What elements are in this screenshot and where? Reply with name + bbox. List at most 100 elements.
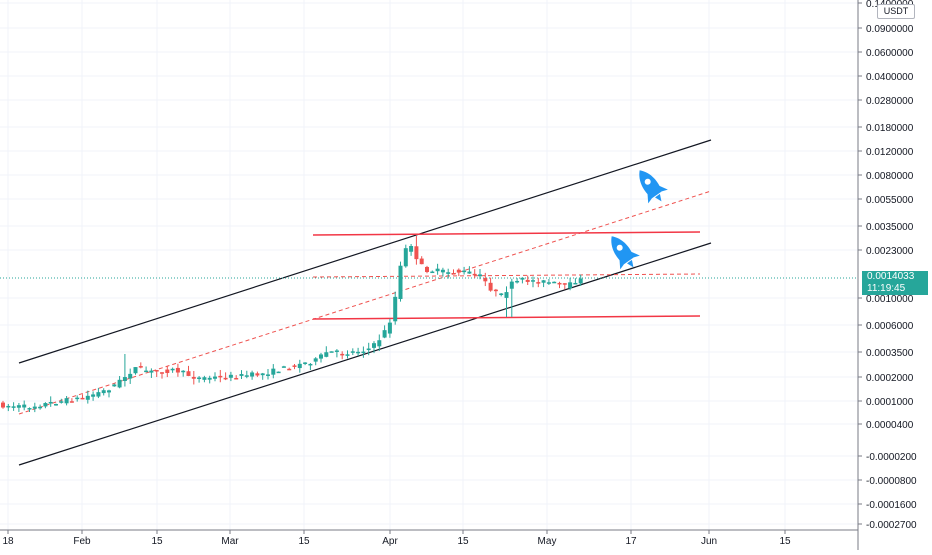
axes[interactable]: 0.14000000.09000000.06000000.04000000.02… — [0, 0, 917, 550]
candle-up[interactable] — [149, 368, 154, 378]
candle-down[interactable] — [80, 394, 85, 400]
candle-up[interactable] — [27, 407, 32, 413]
candle-up[interactable] — [112, 383, 117, 387]
candle-up[interactable] — [541, 279, 546, 288]
candle-up[interactable] — [573, 278, 578, 285]
candle-up[interactable] — [520, 277, 525, 284]
candle-up[interactable] — [440, 267, 445, 277]
candle-up[interactable] — [239, 370, 244, 380]
candle-up[interactable] — [308, 363, 313, 370]
candle-up[interactable] — [16, 402, 21, 412]
candle-up[interactable] — [197, 376, 202, 383]
candle-up[interactable] — [552, 281, 557, 284]
candle-down[interactable] — [536, 277, 541, 288]
candle-up[interactable] — [43, 402, 48, 409]
candle-up[interactable] — [319, 352, 323, 363]
candle-down[interactable] — [138, 362, 143, 369]
candle-up[interactable] — [504, 286, 509, 317]
candle-up[interactable] — [96, 387, 101, 399]
candle-down[interactable] — [419, 256, 424, 265]
candle-up[interactable] — [393, 291, 398, 325]
candle-up[interactable] — [228, 371, 233, 382]
candle-up[interactable] — [313, 357, 318, 366]
candle-up[interactable] — [202, 375, 207, 383]
candle-up[interactable] — [181, 370, 186, 377]
currency-badge[interactable]: USDT — [877, 4, 915, 19]
candle-up[interactable] — [38, 404, 43, 410]
candle-down[interactable] — [223, 372, 228, 381]
candle-up[interactable] — [75, 395, 80, 402]
candle-up[interactable] — [546, 279, 551, 285]
candle-up[interactable] — [435, 263, 440, 275]
candle-up[interactable] — [213, 372, 217, 382]
candle-up[interactable] — [324, 346, 329, 358]
candle-up[interactable] — [6, 403, 11, 412]
candle-down[interactable] — [255, 371, 260, 377]
candle-up[interactable] — [91, 391, 96, 401]
candle-down[interactable] — [287, 367, 292, 371]
candle-down[interactable] — [425, 265, 429, 274]
candle-up[interactable] — [334, 349, 339, 358]
candle-up[interactable] — [260, 372, 265, 380]
candle-down[interactable] — [525, 275, 530, 286]
candle-up[interactable] — [244, 370, 249, 379]
candle-up[interactable] — [276, 371, 281, 374]
candle-up[interactable] — [59, 398, 64, 404]
candle-up[interactable] — [117, 376, 122, 389]
candle-up[interactable] — [266, 368, 270, 380]
candle-down[interactable] — [488, 277, 493, 292]
candle-up[interactable] — [250, 370, 255, 380]
candle-up[interactable] — [361, 346, 366, 358]
candle-up[interactable] — [85, 390, 90, 404]
candle-up[interactable] — [133, 367, 138, 375]
candle-down[interactable] — [562, 283, 567, 290]
candle-down[interactable] — [493, 288, 498, 297]
candle-up[interactable] — [403, 244, 408, 268]
candle-down[interactable] — [186, 365, 191, 377]
candle-up[interactable] — [531, 276, 535, 288]
candle-down[interactable] — [69, 398, 74, 403]
candle-up[interactable] — [515, 278, 520, 284]
candle-up[interactable] — [144, 366, 149, 373]
candle-up[interactable] — [11, 402, 16, 411]
candle-down[interactable] — [175, 363, 180, 377]
candle-down[interactable] — [234, 375, 239, 380]
candle-down[interactable] — [191, 370, 196, 385]
candle-down[interactable] — [165, 366, 170, 378]
candle-down[interactable] — [472, 269, 477, 279]
candle-up[interactable] — [297, 359, 302, 373]
channel-upper-line[interactable] — [18, 139, 712, 364]
channel-midline[interactable] — [18, 190, 712, 415]
candle-up[interactable] — [409, 243, 414, 256]
candle-up[interactable] — [446, 268, 451, 279]
candle-up[interactable] — [430, 270, 435, 274]
candle-up[interactable] — [568, 277, 573, 291]
candle-up[interactable] — [64, 395, 69, 406]
candle-up[interactable] — [372, 341, 376, 354]
candle-up[interactable] — [462, 266, 467, 275]
candle-up[interactable] — [101, 388, 106, 396]
candle-up[interactable] — [107, 389, 111, 398]
candle-up[interactable] — [350, 348, 355, 356]
candle-up[interactable] — [509, 278, 514, 317]
support-line[interactable] — [312, 315, 701, 320]
candle-down[interactable] — [340, 351, 345, 360]
candle-up[interactable] — [281, 365, 286, 368]
mid-range-line[interactable] — [312, 273, 701, 278]
candle-up[interactable] — [207, 375, 212, 384]
candle-down[interactable] — [483, 272, 488, 287]
candle-down[interactable] — [451, 269, 456, 275]
candle-up[interactable] — [303, 362, 308, 366]
candle-up[interactable] — [377, 334, 382, 352]
candle-down[interactable] — [160, 372, 164, 379]
drawings[interactable] — [0, 139, 858, 466]
candle-up[interactable] — [345, 350, 350, 359]
candle-up[interactable] — [366, 342, 371, 356]
candle-up[interactable] — [499, 293, 504, 297]
candle-down[interactable] — [1, 400, 5, 409]
candle-down[interactable] — [414, 236, 419, 265]
candle-up[interactable] — [48, 396, 53, 407]
candle-down[interactable] — [218, 369, 223, 383]
